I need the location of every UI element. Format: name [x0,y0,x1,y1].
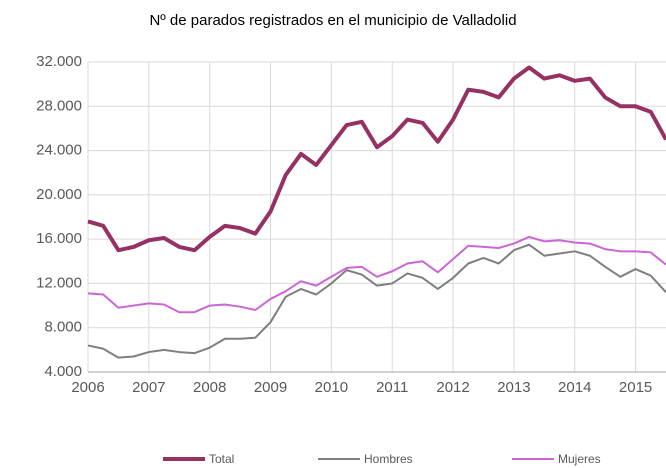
y-tick-label: 24.000 [36,142,82,159]
legend-label: Hombres [364,452,413,466]
legend-label: Total [209,452,234,466]
y-tick-label: 32.000 [36,53,82,70]
line-series [87,65,666,253]
x-tick-label: 2014 [558,379,591,396]
x-tick-label: 2013 [497,379,530,396]
y-tick-label: 20.000 [36,186,82,203]
x-tick-label: 2007 [132,379,165,396]
y-tick-label: 4.000 [44,363,82,380]
x-tick-label: 2015 [619,379,652,396]
line-series [87,235,666,314]
y-tick-label: 12.000 [36,274,82,291]
x-tick-label: 2006 [71,379,104,396]
y-tick-label: 16.000 [36,230,82,247]
line-series [87,243,666,359]
x-tick-label: 2008 [193,379,226,396]
x-tick-label: 2011 [376,379,408,396]
chart-title: Nº de parados registrados en el municipi… [149,12,516,29]
x-tick-label: 2012 [436,379,469,396]
x-tick-label: 2010 [315,379,348,396]
y-tick-label: 28.000 [36,97,82,114]
x-tick-label: 2009 [254,379,287,396]
legend-label: Mujeres [558,452,601,466]
y-tick-label: 8.000 [44,319,82,336]
